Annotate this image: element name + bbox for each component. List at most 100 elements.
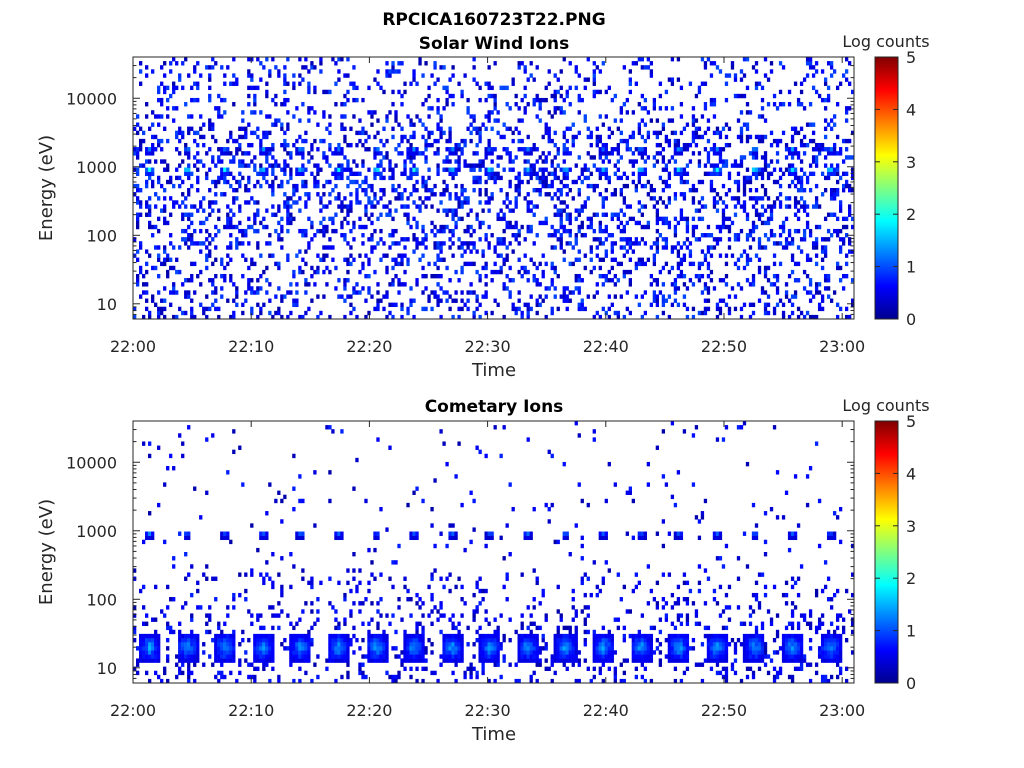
heatmap-cell: [712, 237, 717, 242]
heatmap-cell: [145, 298, 149, 303]
heatmap-cell: [181, 192, 185, 197]
heatmap-cell: [199, 515, 203, 520]
heatmap-cell: [268, 253, 272, 258]
heatmap-cell: [385, 69, 389, 74]
heatmap-cell: [196, 130, 200, 136]
heatmap-cell: [400, 138, 404, 144]
heatmap-cell: [220, 662, 224, 667]
heatmap-cell: [670, 245, 675, 250]
heatmap-cell: [523, 302, 527, 308]
heatmap-cell: [187, 175, 191, 181]
heatmap-cell: [157, 122, 161, 127]
heatmap-cell: [298, 642, 302, 647]
heatmap-cell: [280, 556, 284, 561]
heatmap-cell: [535, 302, 539, 308]
heatmap-cell: [298, 474, 302, 479]
heatmap-cell: [268, 633, 272, 639]
heatmap-cell: [391, 678, 395, 684]
heatmap-cell: [724, 142, 729, 148]
heatmap-cell: [346, 73, 350, 78]
heatmap-cell: [304, 138, 308, 144]
heatmap-cell: [427, 130, 431, 136]
heatmap-cell: [787, 314, 792, 320]
heatmap-cell: [271, 147, 275, 152]
heatmap-cell: [412, 646, 416, 651]
heatmap-cell: [571, 245, 575, 250]
heatmap-cell: [535, 310, 539, 316]
heatmap-cell: [412, 73, 416, 78]
heatmap-cell: [247, 224, 251, 230]
heatmap-cell: [601, 147, 605, 152]
heatmap-cell: [499, 216, 503, 222]
heatmap-cell: [394, 646, 398, 651]
heatmap-cell: [205, 314, 209, 320]
heatmap-cell: [505, 257, 509, 262]
heatmap-cell: [745, 212, 750, 217]
heatmap-cell: [469, 163, 473, 168]
heatmap-cell: [193, 261, 197, 267]
heatmap-cell: [304, 192, 308, 197]
heatmap-cell: [634, 237, 638, 242]
heatmap-cell: [739, 126, 744, 131]
heatmap-cell: [367, 580, 371, 586]
heatmap-cell: [478, 175, 482, 181]
heatmap-cell: [340, 163, 344, 168]
heatmap-cell: [484, 282, 488, 287]
heatmap-cell: [748, 179, 753, 185]
heatmap-cell: [367, 110, 371, 115]
heatmap-cell: [184, 151, 188, 156]
heatmap-cell: [415, 642, 419, 647]
heatmap-cell: [343, 126, 347, 131]
heatmap-cell: [487, 535, 491, 541]
heatmap-cell: [415, 167, 419, 172]
heatmap-cell: [763, 159, 768, 164]
heatmap-cell: [445, 654, 449, 659]
heatmap-cell: [205, 621, 209, 626]
heatmap-cell: [778, 102, 783, 107]
heatmap-cell: [202, 572, 206, 577]
heatmap-cell: [745, 138, 750, 144]
heatmap-cell: [397, 61, 401, 66]
heatmap-cell: [433, 294, 437, 299]
heatmap-cell: [217, 114, 221, 119]
heatmap-cell: [193, 97, 197, 103]
heatmap-cell: [781, 65, 786, 70]
heatmap-cell: [391, 233, 395, 238]
heatmap-cell: [208, 126, 212, 131]
heatmap-cell: [538, 97, 542, 103]
heatmap-cell: [157, 633, 161, 639]
heatmap-cell: [745, 253, 750, 258]
heatmap-cell: [364, 273, 368, 279]
heatmap-cell: [322, 245, 326, 250]
heatmap-cell: [412, 531, 416, 536]
heatmap-cell: [235, 196, 239, 201]
heatmap-cell: [382, 294, 386, 299]
heatmap-cell: [694, 188, 699, 193]
heatmap-cell: [673, 224, 678, 230]
heatmap-cell: [325, 282, 329, 287]
heatmap-cell: [361, 621, 365, 626]
heatmap-cell: [211, 159, 215, 164]
heatmap-cell: [202, 650, 206, 655]
heatmap-cell: [157, 97, 161, 103]
heatmap-cell: [598, 192, 602, 197]
heatmap-cell: [565, 298, 569, 303]
heatmap-cell: [628, 147, 632, 152]
heatmap-cell: [247, 674, 251, 680]
heatmap-cell: [319, 57, 323, 62]
heatmap-cell: [559, 245, 563, 250]
heatmap-cell: [229, 208, 233, 213]
heatmap-cell: [145, 249, 149, 254]
heatmap-cell: [508, 265, 512, 271]
heatmap-cell: [685, 171, 690, 177]
heatmap-cell: [295, 183, 299, 189]
heatmap-cell: [493, 662, 497, 667]
heatmap-cell: [214, 233, 218, 238]
heatmap-cell: [259, 625, 263, 631]
heatmap-cell: [550, 233, 554, 238]
heatmap-cell: [445, 167, 449, 172]
heatmap-cell: [613, 171, 617, 177]
heatmap-cell: [637, 151, 641, 156]
heatmap-cell: [697, 134, 702, 140]
heatmap-cell: [616, 278, 620, 283]
